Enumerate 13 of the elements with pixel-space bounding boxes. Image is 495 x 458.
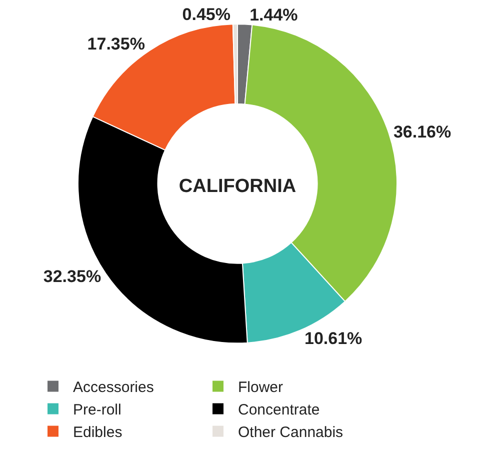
data-label: 1.44% xyxy=(250,5,298,24)
data-label: 17.35% xyxy=(87,34,145,54)
legend-label: Other Cannabis xyxy=(238,424,344,442)
legend-label: Accessories xyxy=(73,379,154,396)
legend-label: Edibles xyxy=(73,424,122,442)
data-label: 0.45% xyxy=(182,5,230,24)
data-label: 32.35% xyxy=(43,267,102,286)
text: CALIFORNIA xyxy=(178,176,296,198)
legend-label: Pre-roll xyxy=(73,402,122,419)
data-label: 10.61% xyxy=(304,329,362,348)
data-label: 36.16% xyxy=(393,122,452,142)
legend-label: Flower xyxy=(238,379,284,396)
legend-label: Concentrate xyxy=(238,402,320,419)
